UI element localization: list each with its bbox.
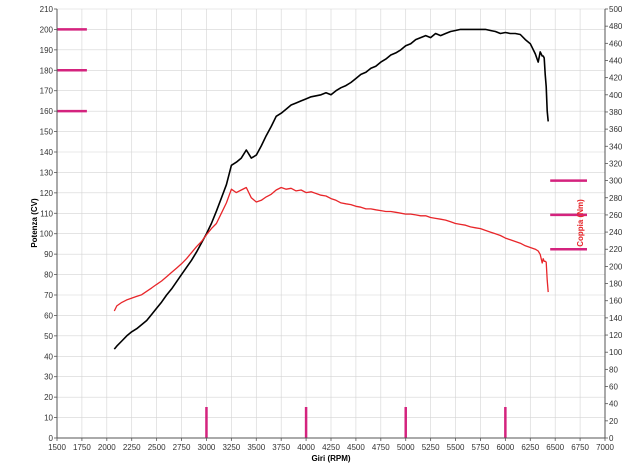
y-right-tick-label: 260	[609, 211, 623, 220]
y-right-tick-label: 240	[609, 228, 623, 237]
x-tick-label: 3750	[272, 443, 290, 452]
y-left-tick-label: 70	[44, 291, 53, 300]
y-right-tick-label: 480	[609, 22, 623, 31]
y-right-tick-label: 120	[609, 331, 623, 340]
y-left-tick-label: 160	[40, 107, 54, 116]
y-right-tick-label: 420	[609, 74, 623, 83]
y-left-tick-label: 170	[40, 87, 54, 96]
y-left-tick-label: 180	[40, 66, 54, 75]
x-tick-label: 5750	[472, 443, 490, 452]
y-right-tick-label: 360	[609, 125, 623, 134]
x-tick-label: 6250	[521, 443, 539, 452]
y-right-tick-label: 500	[609, 5, 623, 14]
y-right-tick-label: 140	[609, 314, 623, 323]
y-left-tick-label: 10	[44, 414, 53, 423]
x-tick-label: 2250	[123, 443, 141, 452]
x-tick-label: 4000	[297, 443, 315, 452]
y-right-tick-label: 380	[609, 108, 623, 117]
power-curve-line	[113, 28, 549, 350]
x-tick-label: 6500	[546, 443, 564, 452]
x-tick-label: 1500	[48, 443, 66, 452]
y-left-tick-label: 120	[40, 189, 54, 198]
x-tick-label: 4750	[372, 443, 390, 452]
y-left-tick-label: 80	[44, 271, 53, 280]
torque-curve-line	[113, 186, 549, 312]
y-right-tick-label: 300	[609, 177, 623, 186]
y-left-tick-label: 140	[40, 148, 54, 157]
y-left-tick-label: 130	[40, 168, 54, 177]
x-tick-label: 4250	[322, 443, 340, 452]
y-right-tick-label: 220	[609, 245, 623, 254]
x-tick-label: 3250	[222, 443, 240, 452]
y-right-tick-label: 20	[609, 417, 618, 426]
y-right-axis-title: Coppia (Nm)	[576, 199, 585, 247]
y-left-tick-label: 30	[44, 373, 53, 382]
y-left-tick-label: 150	[40, 128, 54, 137]
y-left-tick-label: 50	[44, 332, 53, 341]
series-lines	[113, 28, 549, 350]
y-right-tick-label: 160	[609, 297, 623, 306]
y-left-tick-label: 90	[44, 250, 53, 259]
x-tick-label: 6750	[571, 443, 589, 452]
tick-labels: 1500 1750 2000 2250 2500 2750 3000 3250 3500 3750…	[40, 5, 623, 452]
y-left-tick-label: 0	[49, 434, 54, 443]
chart-grid	[56, 8, 606, 439]
y-right-tick-label: 340	[609, 142, 623, 151]
x-tick-label: 7000	[596, 443, 614, 452]
reference-markers	[57, 28, 587, 438]
y-right-tick-label: 320	[609, 159, 623, 168]
x-tick-label: 3000	[198, 443, 216, 452]
x-tick-label: 4500	[347, 443, 365, 452]
y-left-tick-label: 200	[40, 25, 54, 34]
y-left-tick-label: 60	[44, 311, 53, 320]
y-left-axis-title: Potenza (CV)	[30, 198, 39, 248]
x-axis-title: Giri (RPM)	[311, 454, 350, 463]
y-left-tick-label: 20	[44, 393, 53, 402]
y-right-tick-label: 0	[609, 434, 614, 443]
y-left-tick-label: 110	[40, 209, 53, 218]
x-tick-label: 5500	[447, 443, 465, 452]
y-right-tick-label: 100	[609, 348, 623, 357]
y-right-tick-label: 60	[609, 383, 618, 392]
y-right-tick-label: 440	[609, 56, 623, 65]
x-tick-label: 2750	[173, 443, 191, 452]
y-left-tick-label: 40	[44, 352, 53, 361]
x-tick-label: 3500	[247, 443, 265, 452]
y-left-tick-label: 100	[40, 230, 54, 239]
y-left-tick-label: 210	[40, 5, 54, 14]
x-tick-label: 5250	[422, 443, 440, 452]
x-tick-label: 2000	[98, 443, 116, 452]
x-tick-label: 5000	[397, 443, 415, 452]
y-right-tick-label: 180	[609, 280, 623, 289]
x-tick-label: 6000	[496, 443, 514, 452]
x-tick-label: 2500	[148, 443, 166, 452]
y-right-tick-label: 200	[609, 262, 623, 271]
y-right-tick-label: 40	[609, 400, 618, 409]
chart-axes	[54, 8, 608, 441]
y-right-tick-label: 400	[609, 91, 623, 100]
y-left-tick-label: 190	[40, 46, 54, 55]
y-right-tick-label: 460	[609, 39, 623, 48]
y-right-tick-label: 80	[609, 365, 618, 374]
y-right-tick-label: 280	[609, 194, 623, 203]
x-tick-label: 1750	[73, 443, 91, 452]
